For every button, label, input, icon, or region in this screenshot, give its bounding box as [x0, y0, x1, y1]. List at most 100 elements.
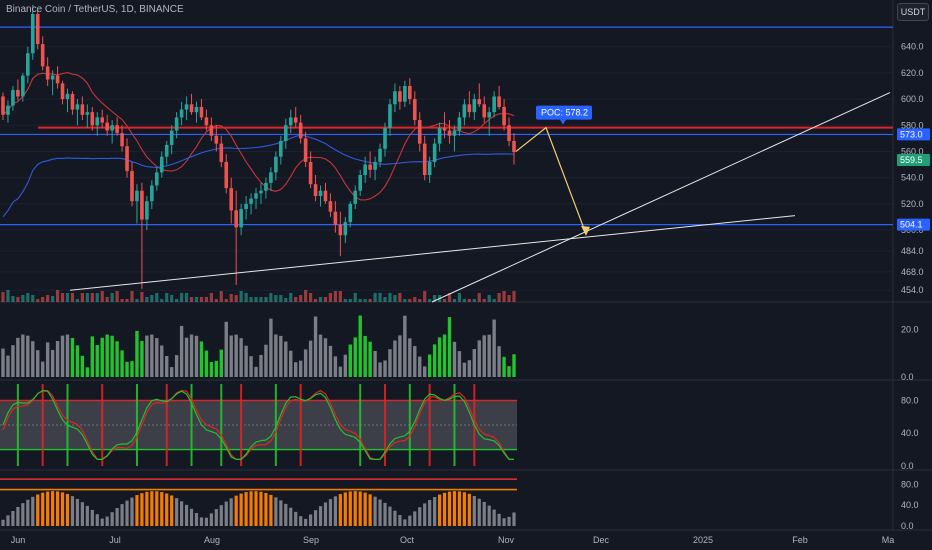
- volume-bar: [244, 293, 248, 302]
- volume-pane-bar: [432, 344, 437, 377]
- volume-bar: [36, 299, 40, 302]
- candle-body: [507, 125, 511, 141]
- candle-body: [293, 117, 298, 123]
- volume-pane-bar: [472, 349, 477, 377]
- volume-bar: [120, 299, 124, 302]
- volume-bar: [204, 297, 209, 302]
- histogram-bar: [259, 491, 263, 526]
- currency-button[interactable]: USDT: [897, 3, 929, 21]
- candle: [209, 117, 214, 141]
- volume-bar: [452, 299, 457, 302]
- candle: [26, 46, 30, 84]
- volume-pane-bar: [308, 340, 313, 377]
- volume-pane-bar: [333, 356, 338, 377]
- volume-bar: [428, 299, 432, 302]
- histogram-bar: [41, 492, 45, 526]
- volume-pane-bar: [165, 355, 169, 377]
- candle: [512, 133, 516, 165]
- candle-body: [283, 125, 288, 141]
- volume-bar: [363, 299, 367, 302]
- volume-bar: [348, 299, 352, 302]
- volume-pane-bar: [229, 335, 233, 377]
- volume-bar: [51, 296, 55, 302]
- histogram-bar: [457, 491, 462, 526]
- volume-tick-label: 20.0: [901, 325, 919, 335]
- candle-body: [130, 171, 134, 202]
- volume-bar: [21, 295, 25, 302]
- volume-pane-bar: [363, 335, 367, 377]
- price-tick-label: 468.0: [901, 267, 924, 277]
- volume-pane-bar: [264, 344, 268, 377]
- candle: [169, 125, 174, 155]
- candle: [492, 91, 496, 118]
- histogram-bar: [313, 510, 318, 526]
- volume-pane-bar: [45, 342, 50, 377]
- volume-pane-bar: [318, 334, 323, 377]
- candle-body: [308, 161, 313, 185]
- candle-body: [254, 193, 258, 199]
- volume-pane-bar: [55, 341, 60, 377]
- histogram-bar: [239, 493, 243, 526]
- volume-pane-bar: [294, 362, 298, 377]
- volume-pane-bar: [60, 335, 65, 377]
- candle: [408, 78, 412, 105]
- volume-bar: [249, 297, 253, 302]
- histogram-bar: [308, 514, 313, 526]
- axis-badge-last-label: 559.5: [900, 155, 923, 165]
- candle-body: [125, 146, 129, 172]
- histogram-bar: [160, 492, 164, 526]
- volume-pane-bar: [36, 350, 40, 377]
- volume-bar: [383, 297, 387, 302]
- candle: [249, 193, 253, 215]
- volume-pane-bar: [160, 345, 164, 377]
- projection-arrow: [515, 126, 587, 235]
- candle-body: [298, 122, 303, 139]
- time-tick-label: Ma: [882, 535, 895, 545]
- volume-bar: [184, 293, 189, 302]
- candle-body: [363, 164, 367, 176]
- candle-body: [16, 89, 20, 97]
- volume-pane-bar: [70, 337, 75, 377]
- histogram-bar: [31, 496, 35, 526]
- volume-pane-bar: [1, 348, 5, 377]
- candle-body: [328, 201, 333, 212]
- histogram-bar: [373, 496, 377, 526]
- candle: [393, 83, 397, 113]
- volume-bar: [423, 291, 427, 302]
- histogram-bar: [442, 492, 447, 526]
- candle: [6, 100, 10, 123]
- volume-pane-bar: [110, 335, 114, 377]
- volume-pane-bar: [140, 340, 144, 377]
- candle: [80, 96, 85, 121]
- time-tick-label: Jul: [109, 535, 121, 545]
- candle: [145, 195, 149, 230]
- volume-bar: [477, 293, 481, 302]
- volume-bar: [358, 299, 362, 302]
- volume-bar: [170, 295, 174, 302]
- candle: [353, 185, 358, 210]
- histogram-bar: [497, 513, 501, 526]
- volume-pane-bar: [408, 338, 412, 377]
- candle-body: [288, 117, 293, 126]
- candle: [412, 91, 417, 126]
- histogram-bar: [145, 491, 149, 526]
- candle: [90, 106, 95, 131]
- volume-bar: [353, 293, 357, 302]
- candle: [482, 96, 487, 123]
- volume-pane-bar: [447, 317, 452, 377]
- histogram-bar: [125, 500, 129, 526]
- candle-body: [482, 104, 487, 118]
- histogram-bar: [383, 502, 387, 526]
- oscillator-tick-label: 40.0: [901, 428, 919, 438]
- volume-pane-bar: [373, 350, 377, 377]
- histogram-bar: [368, 494, 372, 526]
- candle-body: [447, 130, 452, 136]
- volume-pane-bar: [179, 325, 184, 377]
- price-tick-label: 640.0: [901, 42, 924, 52]
- price-tick-label: 580.0: [901, 120, 924, 130]
- candle-body: [249, 198, 253, 204]
- candle-body: [497, 96, 501, 107]
- candle-body: [219, 143, 224, 162]
